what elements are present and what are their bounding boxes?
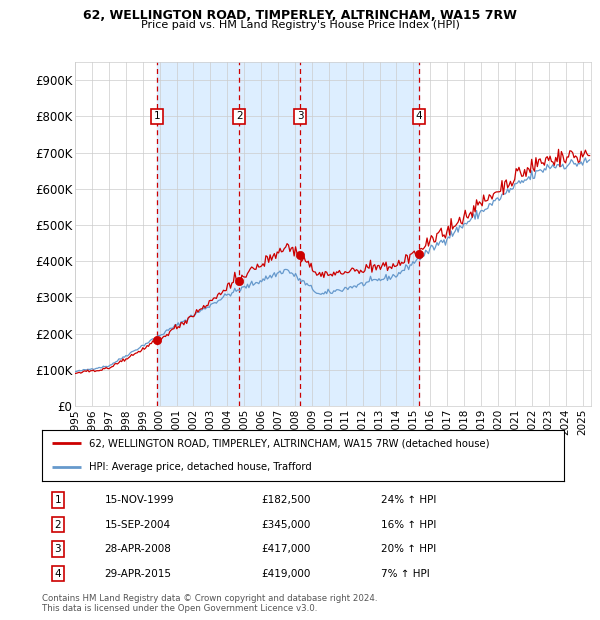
Text: 1: 1 bbox=[55, 495, 61, 505]
Text: £182,500: £182,500 bbox=[261, 495, 311, 505]
Text: 62, WELLINGTON ROAD, TIMPERLEY, ALTRINCHAM, WA15 7RW: 62, WELLINGTON ROAD, TIMPERLEY, ALTRINCH… bbox=[83, 9, 517, 22]
Bar bbox=[157, 62, 419, 406]
Text: £417,000: £417,000 bbox=[261, 544, 311, 554]
Text: Price paid vs. HM Land Registry's House Price Index (HPI): Price paid vs. HM Land Registry's House … bbox=[140, 20, 460, 30]
Text: 29-APR-2015: 29-APR-2015 bbox=[104, 569, 172, 578]
Text: HPI: Average price, detached house, Trafford: HPI: Average price, detached house, Traf… bbox=[89, 462, 312, 472]
Text: 15-SEP-2004: 15-SEP-2004 bbox=[104, 520, 171, 529]
Text: Contains HM Land Registry data © Crown copyright and database right 2024.: Contains HM Land Registry data © Crown c… bbox=[42, 594, 377, 603]
Text: 24% ↑ HPI: 24% ↑ HPI bbox=[382, 495, 437, 505]
Text: 16% ↑ HPI: 16% ↑ HPI bbox=[382, 520, 437, 529]
Text: 3: 3 bbox=[55, 544, 61, 554]
Text: This data is licensed under the Open Government Licence v3.0.: This data is licensed under the Open Gov… bbox=[42, 604, 317, 613]
Text: 4: 4 bbox=[55, 569, 61, 578]
Text: 62, WELLINGTON ROAD, TIMPERLEY, ALTRINCHAM, WA15 7RW (detached house): 62, WELLINGTON ROAD, TIMPERLEY, ALTRINCH… bbox=[89, 438, 490, 448]
Text: 28-APR-2008: 28-APR-2008 bbox=[104, 544, 172, 554]
Text: £419,000: £419,000 bbox=[261, 569, 311, 578]
Text: 15-NOV-1999: 15-NOV-1999 bbox=[104, 495, 174, 505]
Text: 7% ↑ HPI: 7% ↑ HPI bbox=[382, 569, 430, 578]
Text: 3: 3 bbox=[297, 112, 304, 122]
Text: 2: 2 bbox=[236, 112, 242, 122]
Text: 20% ↑ HPI: 20% ↑ HPI bbox=[382, 544, 437, 554]
Text: 2: 2 bbox=[55, 520, 61, 529]
Text: 1: 1 bbox=[154, 112, 161, 122]
Text: 4: 4 bbox=[415, 112, 422, 122]
Text: £345,000: £345,000 bbox=[261, 520, 311, 529]
